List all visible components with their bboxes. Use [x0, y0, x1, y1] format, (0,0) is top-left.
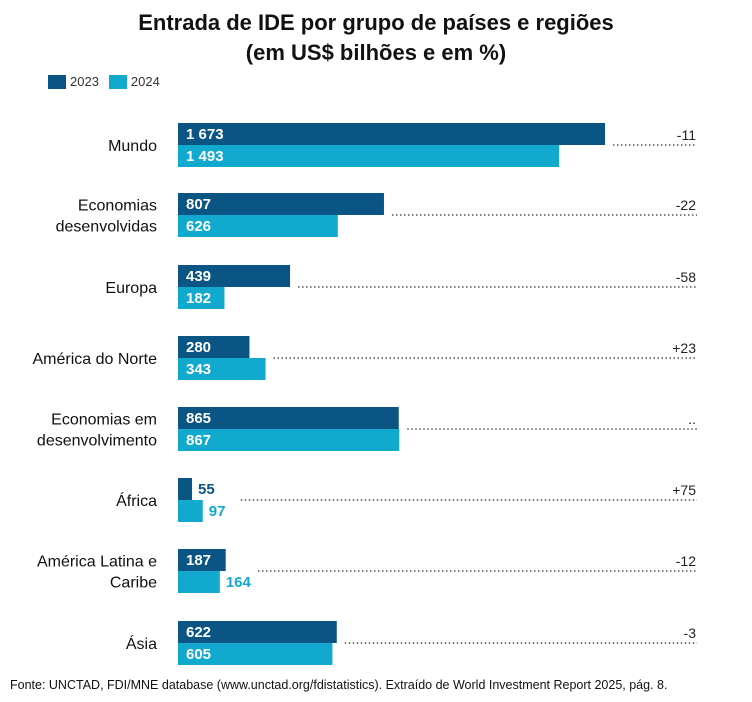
category-label: Europa — [105, 280, 157, 297]
bar-2023 — [178, 336, 250, 358]
data-label-2024: 605 — [186, 646, 211, 663]
bar-2024 — [178, 571, 220, 593]
change-label: -12 — [676, 553, 696, 569]
data-label-2024: 182 — [186, 290, 211, 307]
bar-2023 — [178, 407, 399, 429]
data-label-2024: 1 493 — [186, 148, 224, 165]
bar-2023 — [178, 621, 337, 643]
category-label: África — [116, 491, 157, 510]
bar-2024 — [178, 500, 203, 522]
bar-2024 — [178, 215, 338, 237]
legend-label-2023: 2023 — [70, 74, 99, 89]
change-label: -22 — [676, 197, 696, 213]
data-label-2024: 164 — [226, 574, 252, 591]
legend-swatch-2023 — [48, 74, 66, 89]
bar-2023 — [178, 478, 193, 500]
bar-2024 — [178, 429, 400, 451]
category-label: Economias em desenvolvimento — [37, 412, 157, 450]
change-label: +75 — [672, 482, 696, 498]
chart-title: Entrada de IDE por grupo de países e reg… — [138, 10, 614, 35]
data-label-2023: 280 — [186, 339, 211, 356]
legend-swatch-2024 — [108, 74, 127, 89]
bar-2023 — [178, 265, 291, 287]
bar-2024 — [178, 145, 560, 167]
change-label: .. — [688, 411, 696, 427]
category-label: Mundo — [108, 138, 157, 155]
data-label-2023: 865 — [186, 410, 211, 427]
bar-2024 — [178, 287, 225, 309]
data-label-2023: 55 — [198, 481, 215, 498]
data-label-2024: 97 — [209, 503, 226, 520]
data-label-2023: 187 — [186, 552, 211, 569]
category-label: Economias desenvolvidas — [56, 198, 157, 236]
bar-2023 — [178, 193, 384, 215]
bar-2024 — [178, 358, 266, 380]
data-label-2024: 626 — [186, 218, 211, 235]
category-label: América Latina e Caribe — [37, 554, 157, 592]
data-label-2023: 439 — [186, 268, 211, 285]
category-label: América do Norte — [33, 351, 158, 368]
bar-2023 — [178, 123, 605, 145]
change-label: -58 — [676, 269, 696, 285]
data-label-2023: 622 — [186, 624, 211, 641]
change-label: -11 — [677, 127, 696, 143]
legend-label-2024: 2024 — [130, 74, 160, 89]
legend-item-2023: 2023 — [48, 74, 99, 89]
legend: 2023 2024 — [48, 74, 170, 89]
data-label-2023: 1 673 — [186, 126, 224, 143]
legend-item-2024: 2024 — [108, 74, 160, 89]
chart-subtitle: (em US$ bilhões e em %) — [245, 40, 507, 65]
data-label-2024: 867 — [186, 432, 211, 449]
data-label-2023: 807 — [186, 196, 211, 213]
bar-2023 — [178, 549, 226, 571]
bar-2024 — [178, 643, 333, 665]
change-label: +23 — [672, 340, 696, 356]
data-label-2024: 343 — [186, 361, 211, 378]
source-note: Fonte: UNCTAD, FDI/MNE database (www.unc… — [10, 678, 668, 692]
category-label: Ásia — [126, 634, 157, 653]
change-label: -3 — [684, 625, 697, 641]
